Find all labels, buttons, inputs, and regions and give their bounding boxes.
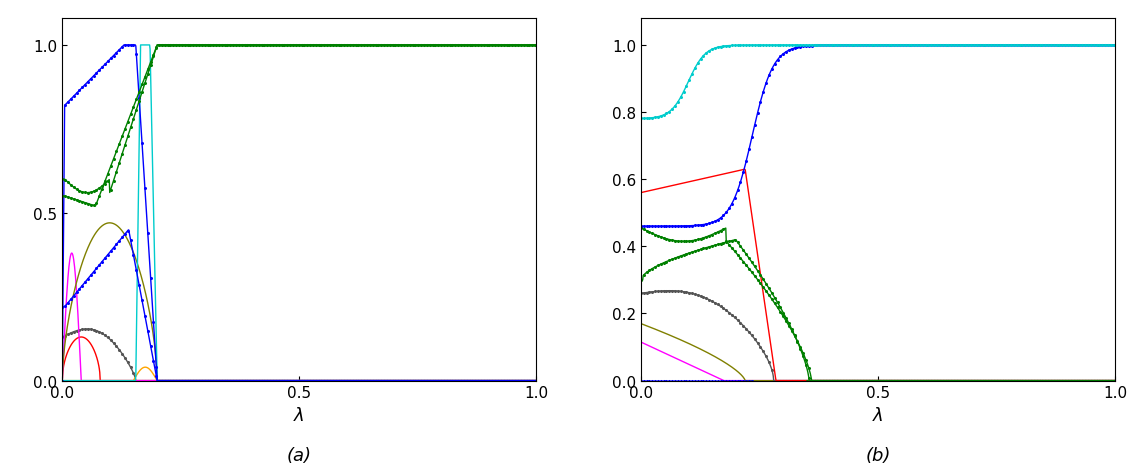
X-axis label: λ: λ — [294, 406, 305, 424]
X-axis label: λ: λ — [873, 406, 883, 424]
Text: (a): (a) — [286, 446, 312, 464]
Text: (b): (b) — [865, 446, 891, 464]
